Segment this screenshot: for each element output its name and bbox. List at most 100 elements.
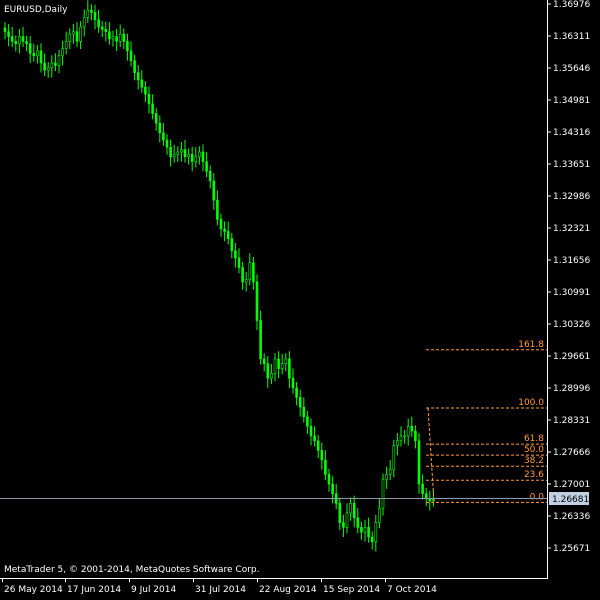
candle-body xyxy=(223,228,226,232)
candle-body xyxy=(82,16,86,28)
price-tick-label: 1.31656 xyxy=(553,256,590,266)
candle-body xyxy=(273,358,277,374)
candle-body xyxy=(306,416,309,427)
candle-body xyxy=(165,139,169,148)
chart-title: EURUSD,Daily xyxy=(4,5,68,15)
candle-body xyxy=(262,358,266,365)
candle-body xyxy=(399,435,403,442)
candle-body xyxy=(208,170,212,182)
time-tick-label: 7 Oct 2014 xyxy=(387,585,437,595)
fib-level-label: 38.2 xyxy=(524,456,544,466)
candle-body xyxy=(342,522,345,528)
candle-body xyxy=(90,9,93,13)
candle-body xyxy=(28,43,32,54)
time-tick-label: 22 Aug 2014 xyxy=(259,585,317,595)
candle-body xyxy=(252,262,255,283)
price-tick-label: 1.26336 xyxy=(553,512,590,522)
fib-level-label: 0.0 xyxy=(530,492,545,502)
candle-body xyxy=(417,440,421,485)
candle-body xyxy=(50,62,54,69)
candle-body xyxy=(396,440,399,446)
time-tick-label: 26 May 2014 xyxy=(4,585,63,595)
candle-body xyxy=(406,426,410,437)
candle-body xyxy=(403,435,406,438)
price-tick-label: 1.35646 xyxy=(553,64,590,74)
candle-body xyxy=(244,279,248,283)
candle-body xyxy=(356,517,360,528)
candle-body xyxy=(410,426,414,432)
price-tick-label: 1.27666 xyxy=(553,448,590,458)
fib-level-label: 23.6 xyxy=(524,470,544,480)
price-tick-label: 1.32986 xyxy=(553,192,590,202)
candle-body xyxy=(313,435,316,442)
fibonacci-retracement[interactable]: 161.8 100.0 61.850.038.2 23.6 0.0 xyxy=(426,340,547,503)
candle-body xyxy=(277,358,280,369)
candle-body xyxy=(241,267,244,283)
time-axis: 26 May 2014 17 Jun 2014 9 Jul 2014 31 Jul 2… xyxy=(2,578,437,595)
candle-body xyxy=(25,41,28,45)
candle-body xyxy=(226,231,230,239)
candle-body xyxy=(162,132,165,141)
price-tick-label: 1.32321 xyxy=(553,224,590,234)
candle-body xyxy=(104,29,108,33)
candle-body xyxy=(349,502,352,514)
time-tick-label: 15 Sep 2014 xyxy=(323,585,380,595)
candle-body xyxy=(298,397,302,408)
price-tick-label: 1.28331 xyxy=(553,416,590,426)
copyright-text: MetaTrader 5, © 2001-2014, MetaQuotes So… xyxy=(4,565,260,575)
fib-level-label: 100.0 xyxy=(518,398,544,408)
fib-level-label: 161.8 xyxy=(518,340,544,350)
candle-body xyxy=(129,50,133,61)
price-tick-label: 1.30326 xyxy=(553,320,590,330)
candle-body xyxy=(151,103,154,114)
candle-body xyxy=(216,199,219,220)
candle-body xyxy=(367,527,370,538)
price-tick-label: 1.34981 xyxy=(553,96,590,106)
candle-body xyxy=(270,373,273,379)
candle-body xyxy=(388,469,392,475)
candle-body xyxy=(144,86,147,95)
candle-body xyxy=(280,363,284,369)
price-tick-label: 1.33651 xyxy=(553,160,590,170)
candle-body xyxy=(219,219,223,230)
candle-body xyxy=(133,60,136,73)
candle-body xyxy=(183,149,187,158)
candle-body xyxy=(64,41,68,49)
price-tick-label: 1.25671 xyxy=(553,544,590,554)
candle-body xyxy=(385,474,388,480)
candle-body xyxy=(392,445,396,470)
price-tick-label: 1.36311 xyxy=(553,32,590,42)
candles-layer xyxy=(3,0,435,552)
candle-body xyxy=(32,53,36,57)
candle-body xyxy=(61,48,64,57)
candle-body xyxy=(205,161,208,172)
candle-body xyxy=(43,62,46,71)
fib-trend-line[interactable] xyxy=(427,407,435,503)
candle-body xyxy=(79,26,82,42)
candle-body xyxy=(316,440,320,451)
candle-body xyxy=(108,31,111,40)
candle-body xyxy=(169,146,172,158)
candle-body xyxy=(14,41,18,45)
candle-body xyxy=(10,36,14,42)
candle-body xyxy=(421,483,424,494)
candle-body xyxy=(154,113,158,124)
candle-body xyxy=(136,72,140,81)
candle-body xyxy=(230,238,234,251)
candle-body xyxy=(39,50,43,64)
candle-body xyxy=(100,26,104,30)
candle-body xyxy=(18,36,21,45)
candle-body xyxy=(320,450,324,461)
candle-body xyxy=(187,154,190,158)
candle-body xyxy=(115,36,118,42)
fib-level-label: 50.0 xyxy=(524,445,544,455)
time-tick-label: 31 Jul 2014 xyxy=(195,585,246,595)
candle-body xyxy=(36,50,39,57)
candle-body xyxy=(68,33,72,42)
candle-body xyxy=(180,149,183,153)
candle-body xyxy=(212,180,216,201)
candle-body xyxy=(201,151,205,162)
candle-body xyxy=(288,358,291,379)
